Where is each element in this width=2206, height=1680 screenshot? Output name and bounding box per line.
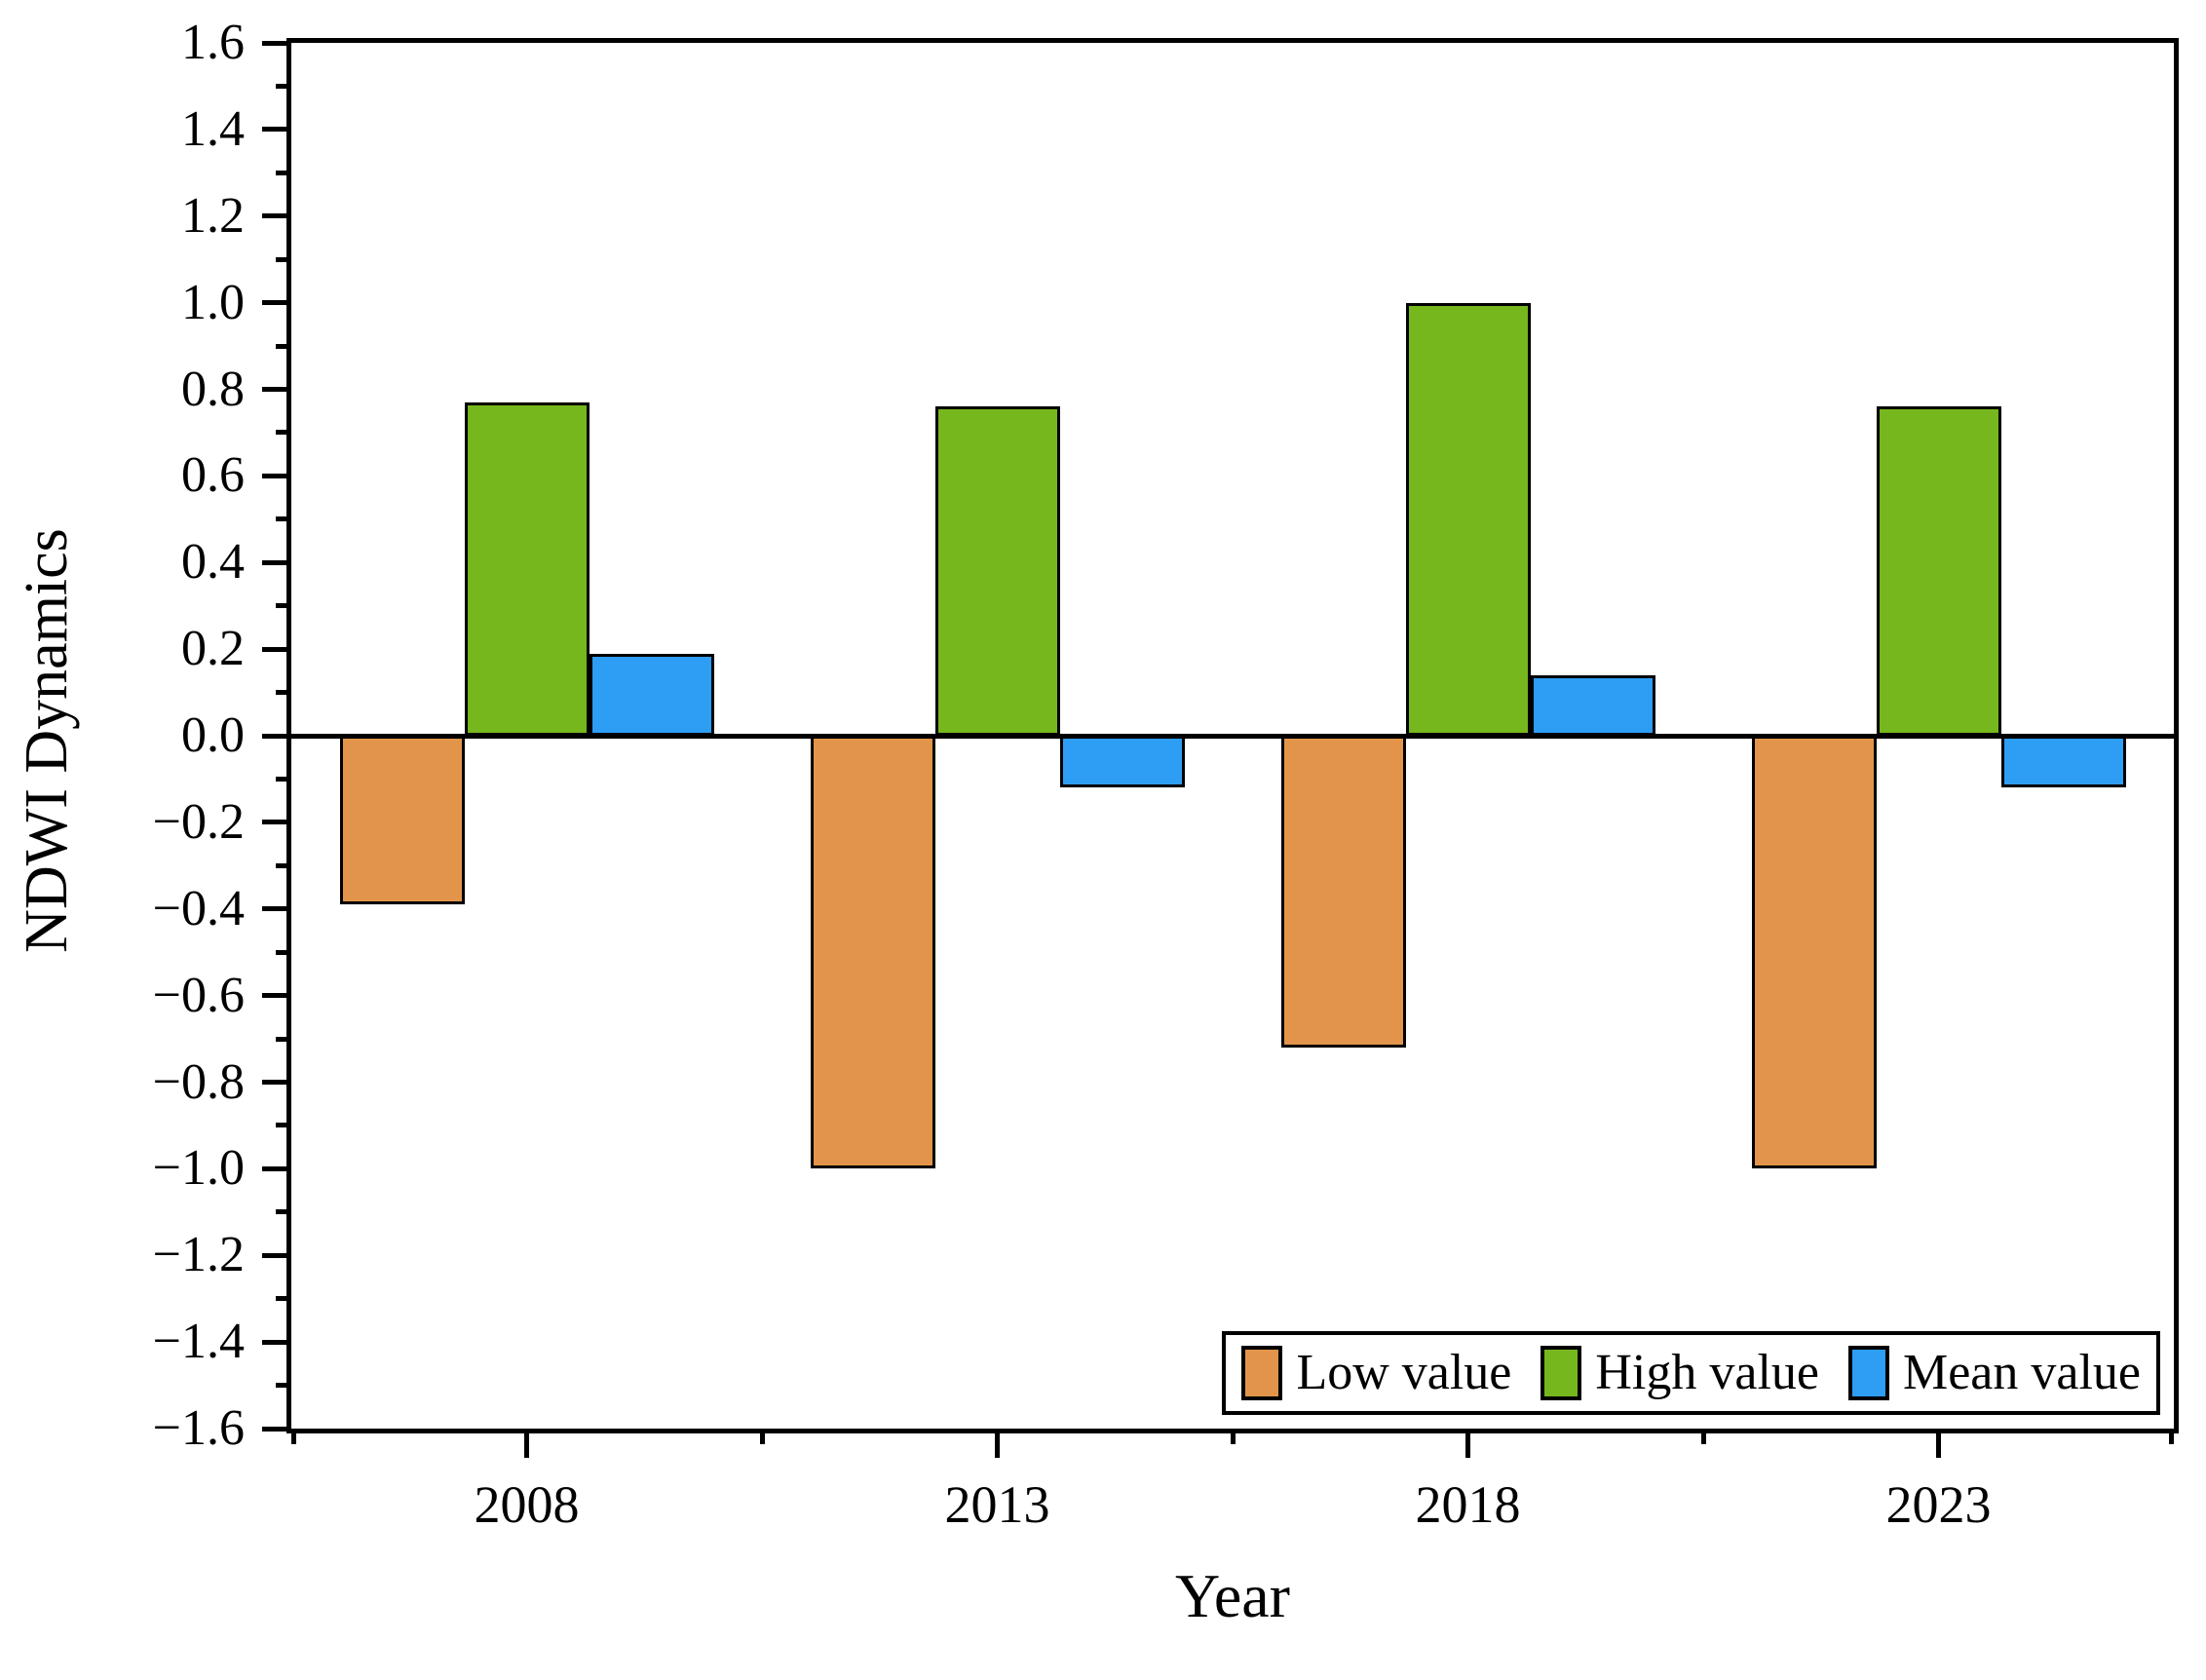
bar-low-2013 (810, 736, 935, 1169)
y-minor-tick (276, 1383, 291, 1389)
legend-swatch-icon (1847, 1346, 1889, 1400)
y-tick-label: −1.4 (152, 1314, 245, 1370)
x-major-tick (1465, 1429, 1470, 1458)
bar-mean-2023 (2000, 736, 2126, 788)
y-tick-label: −0.6 (152, 967, 245, 1023)
y-tick-label: 1.0 (181, 274, 245, 330)
x-minor-tick (1700, 1429, 1706, 1444)
x-minor-tick (2169, 1429, 2174, 1444)
y-major-tick (262, 993, 291, 999)
y-tick-label: 0.4 (181, 534, 245, 591)
y-major-tick (262, 387, 291, 392)
x-axis-title: Year (1175, 1561, 1290, 1630)
x-major-tick (995, 1429, 1000, 1458)
y-major-tick (262, 300, 291, 306)
legend-label: Mean value (1902, 1345, 2141, 1400)
y-minor-tick (276, 603, 291, 609)
y-minor-tick (276, 1123, 291, 1128)
y-tick-label: 0.2 (181, 621, 245, 677)
x-tick-label-2018: 2018 (1415, 1475, 1521, 1534)
x-tick-label-2008: 2008 (474, 1475, 580, 1534)
zero-axis-line (291, 733, 2174, 739)
x-minor-tick (759, 1429, 765, 1444)
y-minor-tick (276, 430, 291, 436)
y-major-tick (262, 559, 291, 565)
y-major-tick (262, 820, 291, 825)
y-minor-tick (276, 343, 291, 349)
y-major-tick (262, 646, 291, 652)
y-minor-tick (276, 1296, 291, 1302)
legend-label: High value (1595, 1345, 1819, 1400)
legend-entry-high: High value (1540, 1343, 1819, 1403)
y-minor-tick (276, 776, 291, 782)
y-tick-label: −1.2 (152, 1227, 245, 1283)
y-tick-label: 0.8 (181, 361, 245, 417)
y-minor-tick (276, 83, 291, 89)
y-major-tick (262, 1252, 291, 1258)
y-tick-label: −0.2 (152, 793, 245, 850)
x-tick-label-2023: 2023 (1885, 1475, 1992, 1534)
y-minor-tick (276, 1209, 291, 1215)
y-tick-label: 0.0 (181, 707, 245, 763)
y-major-tick (262, 1080, 291, 1085)
y-major-tick (262, 40, 291, 46)
y-major-tick (262, 906, 291, 912)
y-tick-label: −1.0 (152, 1140, 245, 1197)
y-tick-label: 1.4 (181, 100, 245, 157)
bar-low-2023 (1751, 736, 1877, 1169)
bar-high-2018 (1405, 302, 1531, 736)
y-tick-label: 1.2 (181, 187, 245, 244)
y-minor-tick (276, 1036, 291, 1042)
y-tick-label: 0.6 (181, 447, 245, 504)
y-tick-label: 1.6 (181, 15, 245, 70)
bar-low-2018 (1280, 736, 1406, 1048)
y-major-tick (262, 213, 291, 219)
legend: Low value High value Mean value (1222, 1331, 2160, 1415)
y-major-tick (262, 127, 291, 133)
bar-low-2008 (339, 736, 465, 905)
y-major-tick (262, 1165, 291, 1171)
y-minor-tick (276, 690, 291, 696)
x-tick-label-2013: 2013 (944, 1475, 1050, 1534)
y-major-tick (262, 473, 291, 478)
bar-mean-2013 (1059, 736, 1185, 788)
legend-label: Low value (1296, 1345, 1512, 1400)
bar-high-2023 (1876, 406, 2001, 736)
legend-swatch-icon (1241, 1346, 1283, 1400)
y-minor-tick (276, 256, 291, 262)
x-minor-tick (1230, 1429, 1236, 1444)
y-major-tick (262, 1339, 291, 1345)
y-tick-label: −0.8 (152, 1053, 245, 1110)
legend-entry-low: Low value (1241, 1343, 1511, 1403)
x-major-tick (1936, 1429, 1941, 1458)
y-minor-tick (276, 170, 291, 175)
legend-entry-mean: Mean value (1847, 1343, 2141, 1403)
y-major-tick (262, 733, 291, 739)
bar-high-2013 (934, 406, 1060, 736)
bar-mean-2018 (1530, 674, 1655, 736)
y-minor-tick (276, 516, 291, 522)
x-major-tick (524, 1429, 529, 1458)
x-minor-tick (291, 1429, 296, 1444)
y-major-tick (262, 1426, 291, 1432)
y-minor-tick (276, 949, 291, 955)
bar-high-2008 (464, 401, 590, 736)
y-tick-label: −0.4 (152, 880, 245, 936)
legend-swatch-icon (1540, 1346, 1582, 1400)
y-tick-label: −1.6 (152, 1400, 245, 1456)
y-minor-tick (276, 862, 291, 868)
bar-mean-2008 (589, 653, 714, 736)
plot-area: 1.6 1.4 1.2 1.0 0.8 0.6 0.4 0.2 0.0 −0.2 −0.4 −0.6 −… (153, 15, 2179, 1534)
